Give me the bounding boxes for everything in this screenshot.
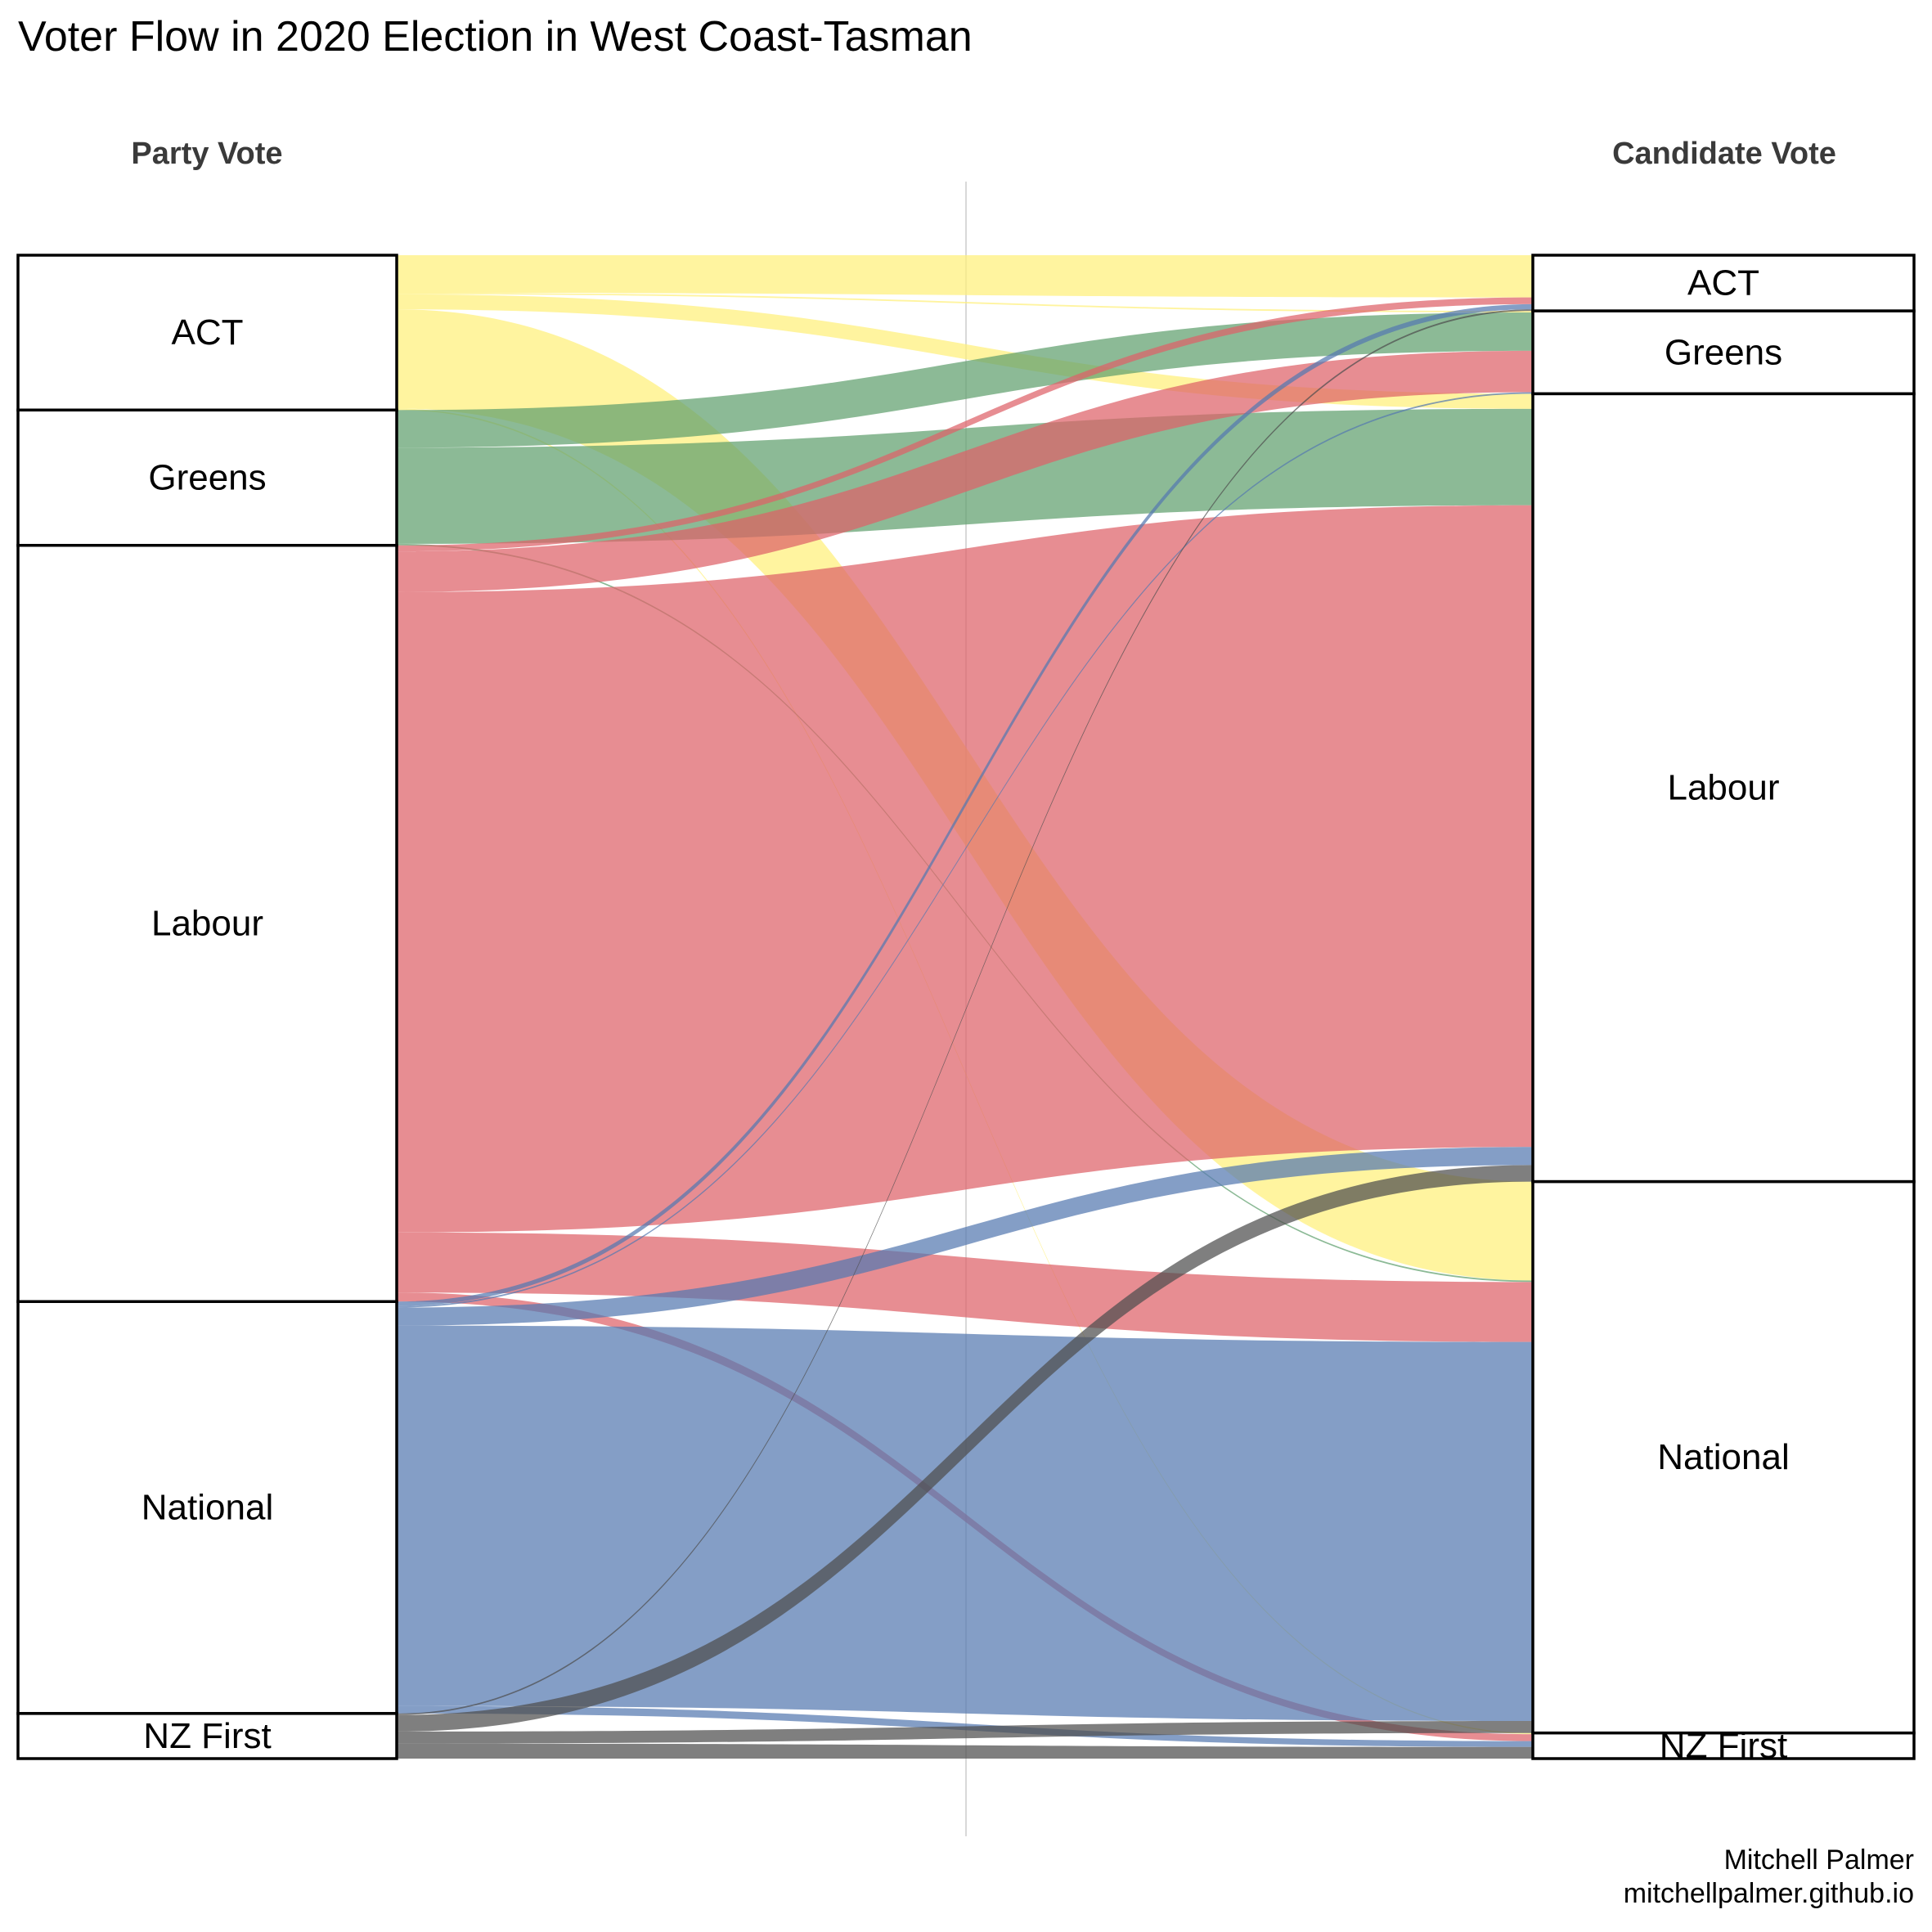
- flow-labour-to-labour: [397, 505, 1533, 1233]
- right-node-national: [1531, 1179, 1916, 1735]
- right-node-label-greens: Greens: [1665, 332, 1782, 372]
- flow-national-to-national: [397, 1325, 1533, 1722]
- right-node-label-nz-first: NZ First: [1660, 1726, 1787, 1766]
- flow-national-to-greens: [397, 392, 1533, 1308]
- left-node-label-national: National: [142, 1488, 273, 1528]
- right-node-labour: [1531, 392, 1916, 1184]
- left-node-label-act: ACT: [172, 312, 244, 353]
- left-node-labour: [16, 543, 398, 1303]
- left-node-label-labour: Labour: [151, 903, 263, 943]
- right-node-label-act: ACT: [1687, 263, 1759, 303]
- nodes-layer: ACT Greens Labour National NZ First ACT Greens…: [16, 254, 1916, 1766]
- flow-national-to-labour: [397, 1147, 1533, 1326]
- flow-act-to-greens: [397, 292, 1533, 313]
- left-node-label-greens: Greens: [148, 458, 266, 498]
- caption-author: Mitchell Palmer: [1724, 1844, 1914, 1876]
- flow-nz-first-to-labour: [397, 1165, 1533, 1732]
- flow-act-to-act: [397, 255, 1533, 298]
- right-node-greens: [1531, 309, 1916, 396]
- flow-nz-first-to-national: [397, 1721, 1533, 1744]
- left-node-act: [16, 254, 398, 412]
- right-node-label-national: National: [1657, 1437, 1789, 1477]
- left-column-header: Party Vote: [131, 137, 282, 171]
- right-node-label-labour: Labour: [1667, 768, 1779, 808]
- flow-act-to-labour: [397, 294, 1533, 409]
- left-node-label-nz-first: NZ First: [143, 1716, 271, 1756]
- chart-title: Voter Flow in 2020 Election in West Coas…: [18, 13, 973, 61]
- flow-labour-to-national: [397, 1232, 1533, 1342]
- left-node-greens: [16, 408, 398, 547]
- caption-url: mitchellpalmer.github.io: [1624, 1878, 1914, 1909]
- left-node-nz-first: [16, 1712, 398, 1760]
- flow-greens-to-greens: [397, 312, 1533, 448]
- flow-nz-first-to-act: [397, 309, 1533, 1715]
- flows-layer: [397, 255, 1533, 1759]
- right-column-header: Candidate Vote: [1612, 137, 1836, 171]
- flow-nz-first-to-nz-first: [397, 1743, 1533, 1759]
- flow-labour-to-act: [397, 297, 1533, 552]
- left-node-national: [16, 1300, 398, 1715]
- flow-national-to-act: [397, 303, 1533, 1306]
- right-node-nz-first: [1531, 1731, 1916, 1760]
